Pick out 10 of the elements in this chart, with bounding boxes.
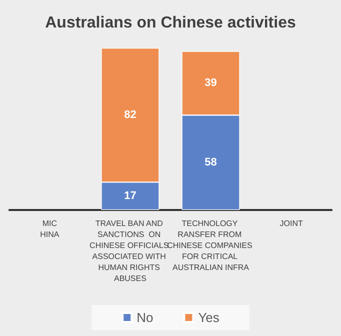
x-tick-label: JOINT [280,219,304,228]
data-label: 58 [204,156,217,169]
x-tick-label: MIC HINA [40,219,60,239]
x-tick-label: TECHNOLOGY RANSFER FROM CHINESE COMPANIES FOR CRITICAL AUSTRALIAN INFRA [167,219,254,272]
legend-label: Yes [198,310,220,325]
data-label: 17 [124,190,136,202]
data-label: 82 [124,109,136,122]
data-label: 39 [204,77,217,90]
chart-title: Australians on Chinese activities [45,14,296,32]
legend-label: No [136,310,154,325]
